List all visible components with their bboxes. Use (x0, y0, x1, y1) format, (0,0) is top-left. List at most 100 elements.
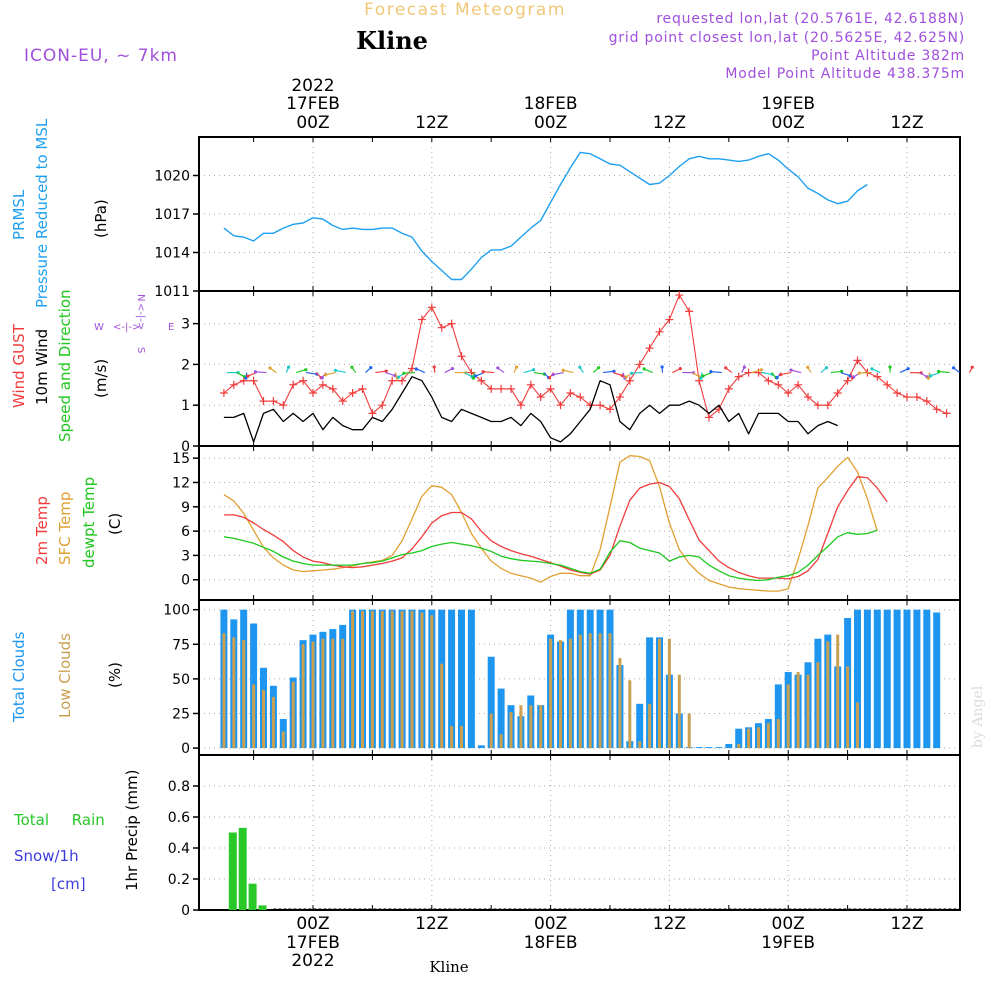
total-cloud-bar (725, 744, 732, 748)
wind-arrow-head (415, 367, 418, 370)
point-altitude: Point Altitude 382m (811, 48, 965, 64)
precip-bars (229, 828, 960, 910)
total-cloud-bar (894, 610, 901, 748)
total-cloud-bar (874, 610, 881, 748)
compass-w: W (94, 322, 104, 333)
low-cloud-bar (292, 682, 295, 748)
credit-watermark: by Angel (970, 685, 986, 748)
gust-label: Wind GUST (10, 323, 28, 408)
total-cloud-bar (715, 747, 722, 748)
wind-arrow-head (532, 368, 535, 371)
low-cloud-bar (638, 741, 641, 748)
y-tick-label: 100 (163, 603, 190, 619)
low-cloud-bar (490, 713, 493, 748)
temp-labels: 2m Temp SFC Temp dewpt Temp (C) (33, 477, 124, 568)
low-cloud-bar (549, 639, 552, 748)
wind-labels: Wind GUST 10m Wind Speed and Direction (… (10, 289, 174, 442)
compass-n: N (135, 294, 146, 301)
precip-axis-label: 1hr Precip (mm) (123, 770, 141, 891)
wind-speed-dir-label: Speed and Direction (56, 289, 74, 442)
low-cloud-bar (757, 727, 760, 748)
wind-arrow (306, 373, 317, 375)
bottom-time-label: 00Z (772, 914, 805, 934)
gust-marker (507, 385, 515, 393)
wind-arrow-head (482, 370, 485, 373)
wind-arrow-head (679, 367, 682, 370)
wind-arrow-head (474, 374, 477, 377)
gust-marker (636, 360, 644, 368)
low-cloud-bar (747, 729, 750, 748)
panel-frame-precip (199, 755, 960, 910)
wind-arrow-head (397, 376, 400, 379)
bottom-time-label: 12Z (653, 914, 686, 934)
low-cloud-bar (440, 664, 443, 748)
y-tick-label: 6 (181, 524, 190, 540)
wind10-label: 10m Wind (33, 329, 51, 405)
low-cloud-bar (500, 734, 503, 748)
y-tick-label: 3 (181, 317, 190, 333)
wind-arrow (711, 372, 722, 373)
low-cloud-bar (411, 611, 414, 748)
low-cloud-bar (331, 639, 334, 748)
low-cloud-bar (391, 611, 394, 748)
wind-arrow (534, 373, 545, 375)
wind-arrow (375, 371, 386, 372)
low-cloud-bar (618, 658, 621, 748)
y-tick-label: 75 (172, 637, 190, 653)
top-date-label: 17FEB (286, 94, 340, 114)
model-label: ICON-EU, ~ 7km (24, 46, 178, 66)
y-tick-label: 0.4 (168, 841, 190, 857)
station-title: Kline (356, 26, 428, 55)
top-date-label: 19FEB (761, 94, 815, 114)
wind-arrow-head (952, 366, 955, 369)
wind-arrow-head (929, 374, 932, 377)
low-cloud-bar (351, 611, 354, 748)
y-tick-label: 0 (181, 903, 190, 919)
wind-arrow (939, 372, 950, 373)
gust-marker (289, 381, 297, 389)
low-cloud-bar (510, 712, 513, 748)
gust-line (224, 295, 947, 417)
wind-arrow-head (888, 365, 891, 368)
wind-arrow-head (304, 368, 307, 371)
snow-unit-label: [cm] (51, 875, 86, 893)
low-cloud-bar (589, 633, 592, 748)
y-tick-label: 1011 (154, 284, 190, 300)
y-tick-label: 1017 (154, 207, 190, 223)
low-cloud-bar (312, 642, 315, 749)
low-cloud-bar (282, 731, 285, 748)
wind-arrow-head (907, 367, 910, 370)
pressure-line (224, 152, 868, 279)
bottom-date-label: 18FEB (524, 933, 578, 953)
wind-arrow-head (597, 366, 600, 369)
top-time-label: 12Z (890, 113, 923, 133)
top-time-label: 00Z (296, 113, 329, 133)
panels (199, 137, 960, 910)
y-tick-label: 0 (181, 741, 190, 757)
low-cloud-bar (648, 704, 651, 748)
wind-arrow-head (643, 367, 646, 370)
y-tick-label: 1020 (154, 169, 190, 185)
low-cloud-bar (836, 635, 839, 748)
low-cloud-bar (430, 615, 433, 748)
low-cloud-bar (816, 662, 819, 748)
low-cloud-bar (767, 723, 770, 748)
total-cloud-bar (884, 610, 891, 748)
cloud-bars (220, 610, 940, 748)
wind-arrow-head (433, 365, 436, 368)
low-cloud-bar (262, 690, 265, 748)
compass-vertical: <-|-> (135, 303, 146, 330)
model-point-altitude: Model Point Altitude 438.375m (725, 66, 965, 82)
low-cloud-bar (420, 612, 423, 748)
low-cloud-bar (797, 672, 800, 748)
top-time-label: 12Z (653, 113, 686, 133)
dewpt-label: dewpt Temp (80, 477, 98, 568)
pressure-unit: (hPa) (92, 199, 110, 238)
wind-arrow-head (701, 374, 704, 377)
compass-legend: W E <-|-> N S <-|-> (94, 294, 174, 353)
bottom-time-label: 12Z (890, 914, 923, 934)
prmsl-label: PRMSL (10, 189, 28, 240)
rain-bar (249, 884, 257, 910)
low-clouds-label: Low Clouds (56, 633, 74, 718)
